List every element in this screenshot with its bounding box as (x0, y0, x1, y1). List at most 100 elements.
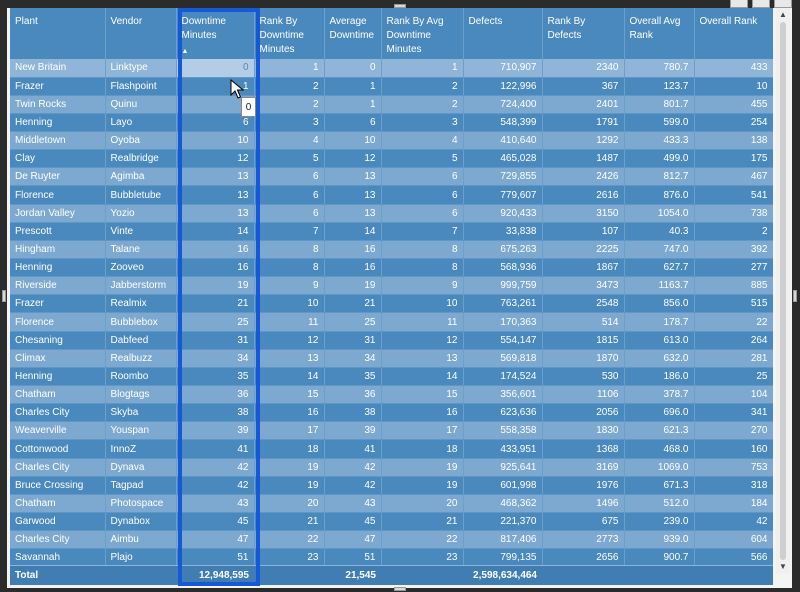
cell-plant[interactable]: Savannah (10, 548, 106, 568)
cell-defects[interactable]: 710,907 (463, 59, 543, 78)
cell-overall-rank[interactable]: 566 (694, 548, 773, 568)
col-header-rank-by-avg[interactable]: Rank By Avg Downtime Minutes (381, 8, 464, 59)
cell-rank-by-downtime[interactable]: 20 (254, 494, 325, 514)
cell-downtime-minutes[interactable]: 25 (176, 312, 255, 332)
table-row[interactable]: Hingham Talane 16 8 16 8 675,263 2225 747.0 392 (10, 240, 773, 260)
cell-downtime-minutes[interactable]: 38 (176, 403, 255, 423)
cell-overall-avg-rank[interactable]: 1069.0 (624, 458, 695, 477)
focus-mode-icon[interactable] (752, 0, 770, 8)
cell-rank-by-downtime[interactable]: 19 (254, 476, 325, 495)
cell-average-downtime[interactable]: 10 (324, 131, 382, 151)
cell-overall-avg-rank[interactable]: 239.0 (624, 512, 695, 532)
cell-average-downtime[interactable]: 43 (324, 494, 382, 514)
cell-downtime-minutes[interactable]: 21 (176, 294, 255, 314)
cell-downtime-minutes[interactable]: 10 (176, 131, 255, 151)
col-header-vendor[interactable]: Vendor (105, 8, 177, 59)
cell-rank-by-avg[interactable]: 11 (381, 312, 464, 332)
cell-rank-by-defects[interactable]: 1830 (542, 421, 625, 441)
cell-vendor[interactable]: Youspan (105, 421, 177, 441)
table-row[interactable]: Frazer Flashpoint 1 2 1 2 122,996 367 123.7 10 (10, 77, 773, 96)
cell-overall-avg-rank[interactable]: 812.7 (624, 167, 695, 187)
cell-overall-rank[interactable]: 104 (694, 385, 773, 405)
cell-vendor[interactable]: Yozio (105, 204, 177, 223)
col-header-overall-rank[interactable]: Overall Rank (694, 8, 773, 59)
cell-rank-by-downtime[interactable]: 18 (254, 439, 325, 459)
cell-overall-rank[interactable]: 25 (694, 367, 773, 387)
cell-rank-by-defects[interactable]: 1496 (542, 494, 625, 514)
table-row[interactable]: Chesaning Dabfeed 31 12 31 12 554,147 1815 613.0… (10, 331, 773, 350)
cell-plant[interactable]: Garwood (10, 512, 106, 532)
table-row[interactable]: Charles City Skyba 38 16 38 16 623,636 2056 696.… (10, 403, 773, 423)
cell-overall-rank[interactable]: 42 (694, 512, 773, 532)
cell-defects[interactable]: 601,998 (463, 476, 543, 495)
cell-rank-by-avg[interactable]: 7 (381, 222, 464, 241)
cell-plant[interactable]: Riverside (10, 276, 106, 296)
cell-rank-by-downtime[interactable]: 16 (254, 403, 325, 423)
cell-overall-rank[interactable]: 175 (694, 149, 773, 169)
cell-defects[interactable]: 170,363 (463, 312, 543, 332)
cell-plant[interactable]: Twin Rocks (10, 95, 106, 114)
cell-defects[interactable]: 433,951 (463, 439, 543, 459)
cell-rank-by-defects[interactable]: 530 (542, 367, 625, 387)
cell-average-downtime[interactable]: 0 (324, 59, 382, 78)
table-row[interactable]: Chatham Blogtags 36 15 36 15 356,601 1106 378.7 1… (10, 385, 773, 405)
vertical-scrollbar[interactable]: ▲ ▼ (776, 8, 790, 574)
cell-rank-by-defects[interactable]: 1867 (542, 258, 625, 278)
cell-rank-by-defects[interactable]: 1870 (542, 349, 625, 368)
cell-defects[interactable]: 465,028 (463, 149, 543, 169)
cell-overall-rank[interactable]: 10 (694, 77, 773, 96)
table-row[interactable]: Clay Realbridge 12 5 12 5 465,028 1487 499.0 175 (10, 149, 773, 169)
cell-overall-avg-rank[interactable]: 621.3 (624, 421, 695, 441)
cell-overall-rank[interactable]: 392 (694, 240, 773, 260)
cell-rank-by-defects[interactable]: 367 (542, 77, 625, 96)
more-options-icon[interactable] (774, 0, 792, 8)
cell-plant[interactable]: Henning (10, 367, 106, 387)
cell-overall-avg-rank[interactable]: 671.3 (624, 476, 695, 495)
cell-downtime-minutes[interactable]: 42 (176, 458, 255, 477)
cell-downtime-minutes[interactable]: 6 (176, 113, 255, 133)
cell-overall-rank[interactable]: 254 (694, 113, 773, 133)
cell-rank-by-avg[interactable]: 9 (381, 276, 464, 296)
cell-downtime-minutes[interactable]: 16 (176, 258, 255, 278)
cell-vendor[interactable]: Zooveo (105, 258, 177, 278)
cell-plant[interactable]: New Britain (10, 59, 106, 78)
cell-overall-rank[interactable]: 515 (694, 294, 773, 314)
cell-overall-rank[interactable]: 341 (694, 403, 773, 423)
cell-rank-by-avg[interactable]: 5 (381, 149, 464, 169)
cell-rank-by-defects[interactable]: 3473 (542, 276, 625, 296)
cell-rank-by-avg[interactable]: 17 (381, 421, 464, 441)
col-header-rank-by-defects[interactable]: Rank By Defects (542, 8, 625, 59)
cell-average-downtime[interactable]: 1 (324, 77, 382, 96)
cell-overall-rank[interactable]: 541 (694, 185, 773, 205)
cell-average-downtime[interactable]: 12 (324, 149, 382, 169)
cell-rank-by-downtime[interactable]: 13 (254, 349, 325, 368)
table-row[interactable]: Jordan Valley Yozio 13 6 13 6 920,433 3150 1054.… (10, 204, 773, 223)
cell-plant[interactable]: Bruce Crossing (10, 476, 106, 495)
cell-rank-by-downtime[interactable]: 12 (254, 331, 325, 350)
cell-average-downtime[interactable]: 16 (324, 258, 382, 278)
cell-defects[interactable]: 356,601 (463, 385, 543, 405)
cell-plant[interactable]: Climax (10, 349, 106, 368)
cell-plant[interactable]: Hingham (10, 240, 106, 260)
cell-rank-by-avg[interactable]: 4 (381, 131, 464, 151)
cell-downtime-minutes[interactable]: 14 (176, 222, 255, 241)
cell-overall-avg-rank[interactable]: 856.0 (624, 294, 695, 314)
cell-rank-by-downtime[interactable]: 8 (254, 258, 325, 278)
cell-downtime-minutes[interactable]: 36 (176, 385, 255, 405)
cell-vendor[interactable]: Quinu (105, 95, 177, 114)
cell-average-downtime[interactable]: 36 (324, 385, 382, 405)
cell-vendor[interactable]: Dabfeed (105, 331, 177, 350)
cell-rank-by-downtime[interactable]: 9 (254, 276, 325, 296)
cell-defects[interactable]: 724,400 (463, 95, 543, 114)
table-row[interactable]: Florence Bubblebox 25 11 25 11 170,363 514 178.7… (10, 312, 773, 332)
cell-rank-by-defects[interactable]: 2616 (542, 185, 625, 205)
cell-rank-by-avg[interactable]: 21 (381, 512, 464, 532)
cell-rank-by-avg[interactable]: 16 (381, 403, 464, 423)
cell-rank-by-avg[interactable]: 1 (381, 59, 464, 78)
cell-downtime-minutes[interactable]: 42 (176, 476, 255, 495)
cell-rank-by-defects[interactable]: 2225 (542, 240, 625, 260)
cell-vendor[interactable]: Bubbletube (105, 185, 177, 205)
cell-downtime-minutes[interactable]: 16 (176, 240, 255, 260)
cell-vendor[interactable]: Tagpad (105, 476, 177, 495)
cell-overall-avg-rank[interactable]: 627.7 (624, 258, 695, 278)
